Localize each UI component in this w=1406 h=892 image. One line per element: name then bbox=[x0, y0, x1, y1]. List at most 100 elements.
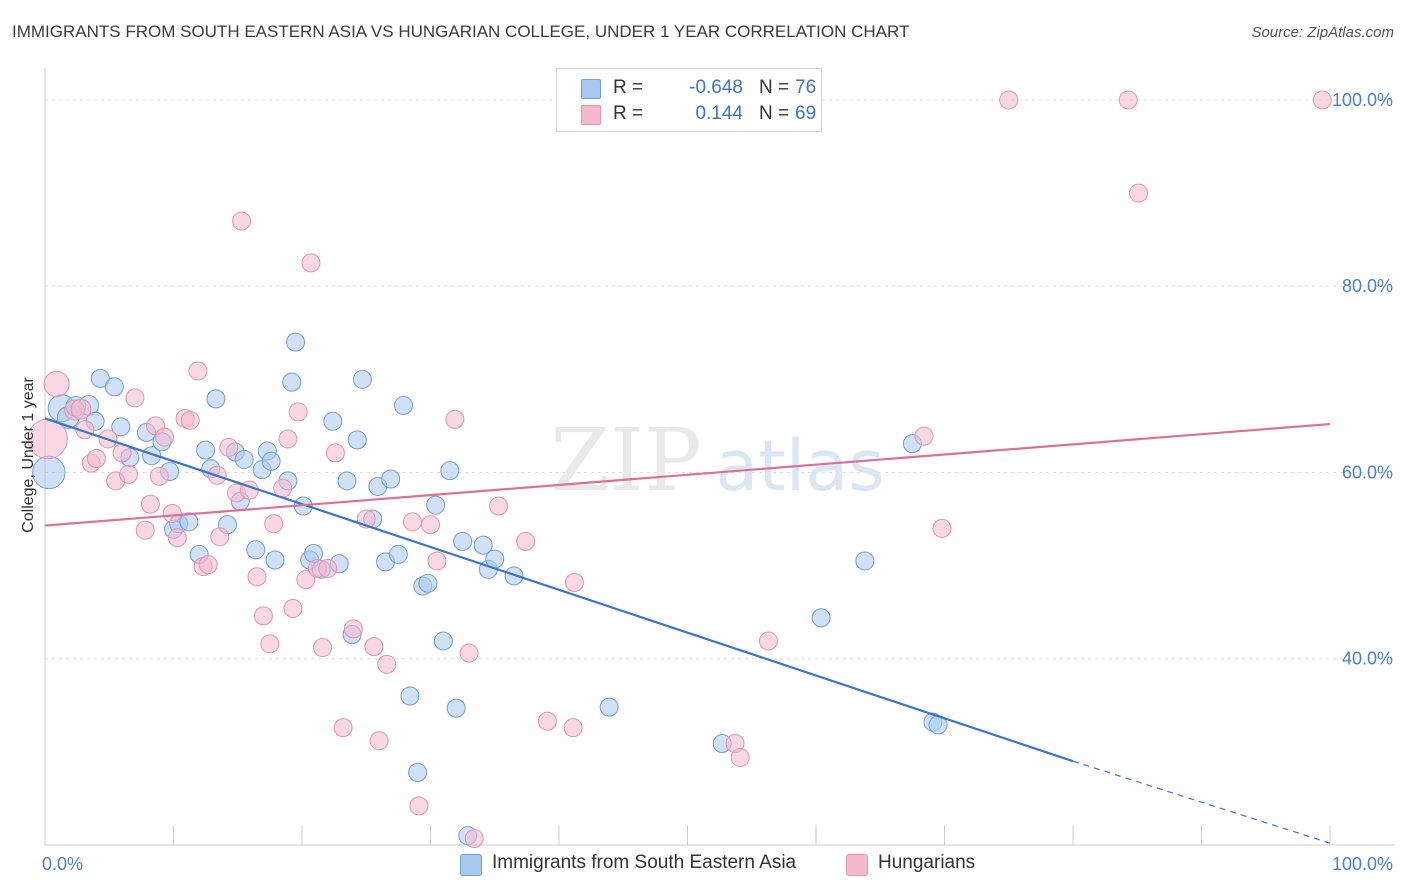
data-point bbox=[253, 606, 273, 626]
series-immigrants-points bbox=[32, 332, 948, 846]
data-point bbox=[403, 512, 423, 532]
data-point bbox=[381, 469, 401, 489]
data-point bbox=[394, 395, 414, 415]
source-credit: Source: ZipAtlas.com bbox=[1251, 24, 1394, 41]
data-point bbox=[427, 551, 447, 571]
bottom-legend-swatch-hungarians bbox=[846, 854, 868, 876]
stats-legend: R = -0.648 N = 76 R = 0.144 N = 69 bbox=[556, 68, 822, 132]
n-value: 69 bbox=[795, 103, 817, 124]
data-point bbox=[219, 437, 239, 457]
data-point bbox=[352, 369, 372, 389]
data-point bbox=[421, 515, 440, 535]
data-point bbox=[234, 449, 254, 469]
data-point bbox=[758, 631, 778, 651]
data-point bbox=[198, 555, 218, 575]
r-label: R = bbox=[613, 77, 644, 98]
data-point bbox=[206, 389, 226, 409]
data-point bbox=[286, 332, 306, 352]
data-point bbox=[730, 747, 750, 767]
data-point bbox=[464, 828, 484, 848]
data-point bbox=[369, 731, 389, 751]
data-point bbox=[599, 697, 619, 717]
data-point bbox=[1118, 90, 1138, 110]
x-tick-label: 0.0% bbox=[42, 854, 83, 874]
data-point bbox=[473, 535, 493, 555]
r-value: 0.144 bbox=[695, 103, 743, 124]
data-point bbox=[104, 377, 124, 397]
data-point bbox=[111, 417, 131, 437]
data-point bbox=[440, 461, 460, 481]
data-point bbox=[149, 466, 169, 486]
data-point bbox=[1312, 90, 1332, 110]
bottom-legend-label: Hungarians bbox=[878, 852, 976, 873]
data-point bbox=[1129, 183, 1149, 203]
data-point bbox=[179, 512, 199, 532]
data-point bbox=[364, 637, 384, 657]
data-point bbox=[265, 550, 285, 570]
data-point bbox=[264, 514, 284, 534]
data-point bbox=[377, 654, 397, 674]
data-point bbox=[232, 211, 252, 231]
trend-lines bbox=[44, 417, 1331, 844]
y-tick-label: 60.0% bbox=[1342, 462, 1393, 482]
data-point bbox=[86, 449, 106, 468]
data-point bbox=[337, 471, 357, 491]
data-point bbox=[125, 388, 145, 408]
data-point bbox=[283, 598, 303, 618]
data-point bbox=[288, 402, 308, 422]
data-point bbox=[323, 411, 343, 431]
data-point bbox=[162, 503, 182, 523]
data-point bbox=[459, 643, 479, 663]
r-label: R = bbox=[613, 103, 644, 124]
data-point bbox=[301, 253, 321, 273]
data-point bbox=[167, 528, 187, 548]
x-tick-label: 100.0% bbox=[1332, 854, 1393, 874]
legend-swatch-hungarians bbox=[581, 105, 601, 125]
data-point bbox=[70, 398, 92, 420]
data-point bbox=[142, 446, 162, 466]
bottom-legend-swatch-immigrants bbox=[460, 854, 482, 876]
data-point bbox=[140, 494, 160, 514]
data-point bbox=[261, 451, 281, 471]
legend-swatch-immigrants bbox=[581, 79, 601, 99]
data-point bbox=[333, 718, 353, 738]
data-point bbox=[347, 430, 367, 450]
y-tick-label: 100.0% bbox=[1332, 90, 1393, 110]
data-point bbox=[260, 634, 280, 654]
data-point bbox=[855, 551, 875, 571]
trend-line bbox=[44, 422, 1331, 527]
data-point bbox=[282, 372, 302, 392]
data-point bbox=[43, 370, 70, 398]
data-point bbox=[180, 410, 200, 430]
data-point bbox=[246, 540, 266, 560]
data-point bbox=[489, 496, 509, 516]
data-point bbox=[914, 426, 934, 446]
data-point bbox=[426, 495, 446, 515]
data-point bbox=[196, 440, 216, 460]
series-hungarians-points bbox=[27, 90, 1332, 848]
data-point bbox=[90, 368, 110, 388]
watermark-zip: ZIP bbox=[550, 411, 702, 511]
data-point bbox=[564, 572, 584, 592]
data-point bbox=[313, 638, 333, 658]
data-point bbox=[119, 464, 139, 484]
data-point bbox=[999, 90, 1019, 110]
data-point bbox=[453, 531, 473, 551]
data-point bbox=[296, 570, 316, 590]
grid-lines bbox=[45, 99, 1395, 660]
data-point bbox=[433, 631, 453, 651]
data-point bbox=[188, 361, 208, 381]
data-point bbox=[32, 455, 66, 490]
data-point bbox=[446, 698, 466, 718]
data-point bbox=[408, 762, 428, 782]
y-tick-label: 80.0% bbox=[1342, 276, 1393, 296]
data-point bbox=[811, 608, 831, 628]
data-point bbox=[247, 567, 267, 587]
trend-line bbox=[44, 417, 1074, 763]
n-value: 76 bbox=[795, 77, 817, 98]
data-point bbox=[418, 573, 438, 593]
y-tick-label: 40.0% bbox=[1342, 649, 1393, 669]
data-point bbox=[388, 544, 408, 564]
data-point bbox=[278, 429, 298, 449]
